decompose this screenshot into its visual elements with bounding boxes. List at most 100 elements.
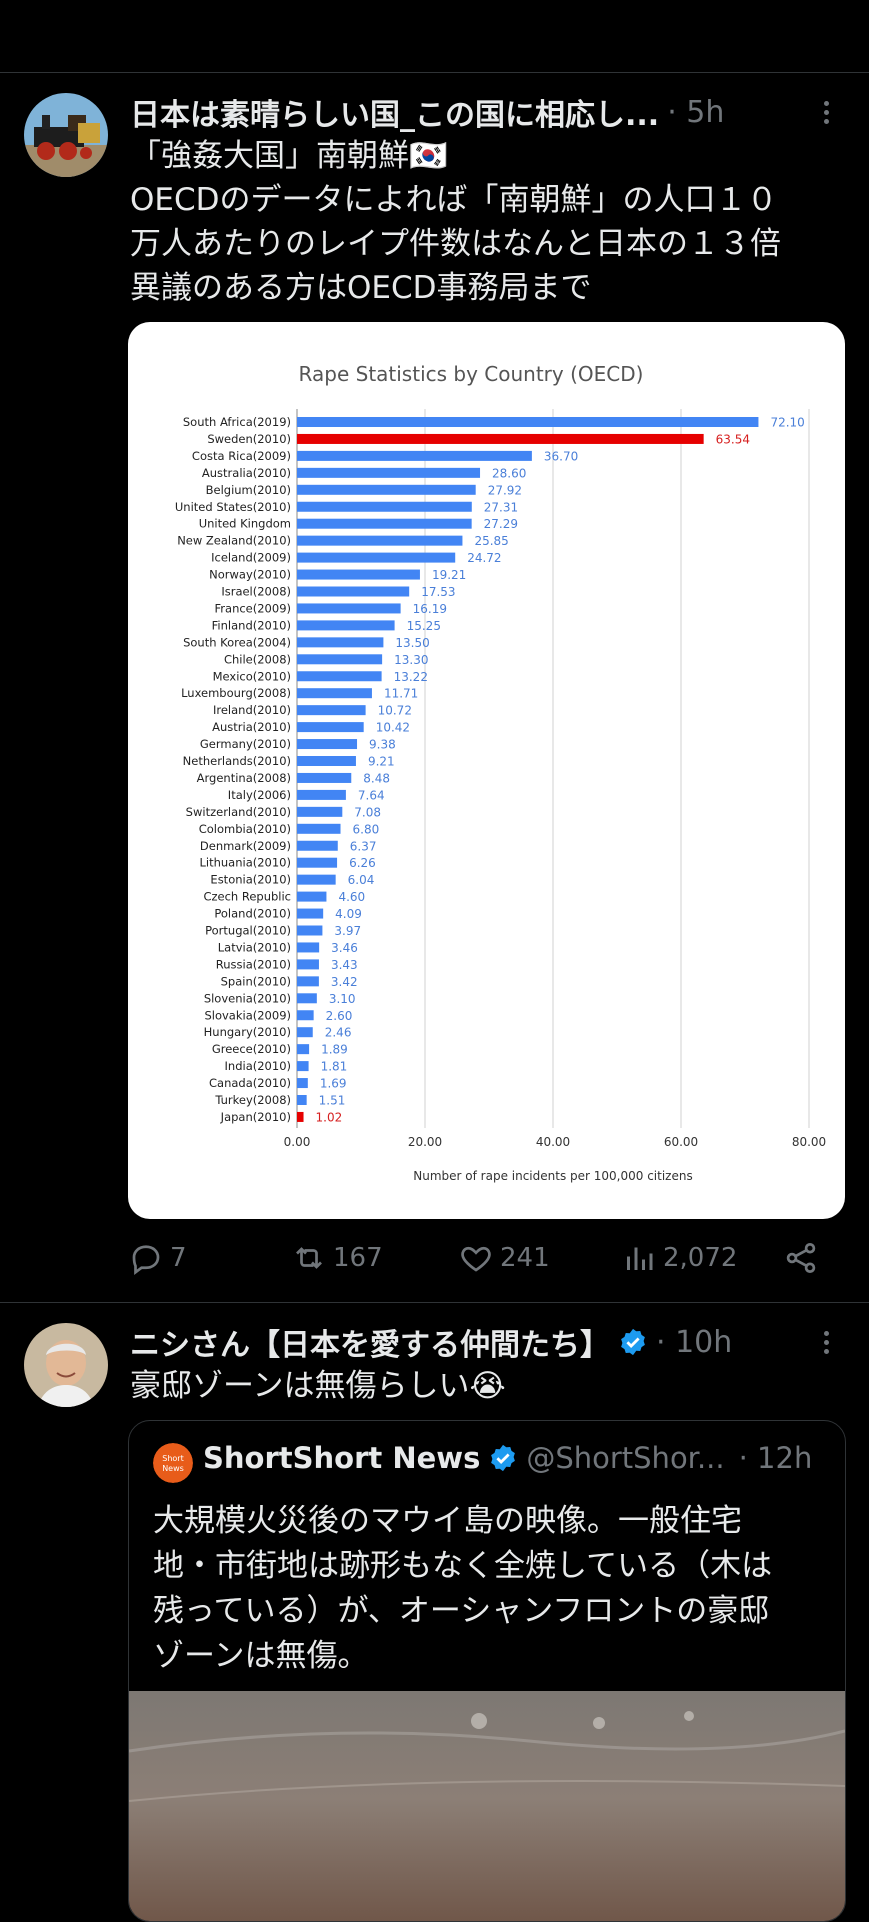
category-label: Greece(2010): [212, 1042, 291, 1056]
value-label: 1.51: [319, 1094, 346, 1108]
avatar[interactable]: [24, 1323, 108, 1407]
category-label: Austria(2010): [212, 720, 291, 734]
tweet-text-line: 「強姦大国」南朝鮮🇰🇷: [130, 138, 448, 174]
tweet-header: ニシさん【日本を愛する仲間たち】 · 10h: [130, 1320, 732, 1364]
tweet-text-line: 異議のある方はOECD事務局まで: [130, 270, 592, 306]
bar: [297, 840, 338, 851]
category-label: Czech Republic: [203, 890, 291, 904]
bar: [297, 942, 320, 953]
bar: [297, 789, 346, 800]
category-label: Turkey(2008): [214, 1093, 291, 1107]
x-tick-label: 0.00: [284, 1135, 311, 1149]
quote-text-line: ゾーンは無傷。: [153, 1638, 369, 1674]
category-label: Germany(2010): [200, 737, 291, 751]
quoted-tweet[interactable]: Short News ShortShort News @ShortShor...…: [128, 1420, 846, 1922]
bar: [297, 772, 352, 783]
value-label: 13.22: [394, 670, 428, 684]
quote-timestamp[interactable]: · 12h: [738, 1441, 813, 1475]
value-label: 27.31: [484, 500, 518, 514]
category-label: Italy(2006): [228, 788, 291, 802]
timestamp[interactable]: · 5h: [667, 94, 725, 130]
category-label: Denmark(2009): [200, 839, 291, 853]
more-icon[interactable]: [818, 1328, 834, 1358]
reply-button[interactable]: 7: [128, 1240, 187, 1276]
category-label: New Zealand(2010): [177, 534, 291, 548]
value-label: 1.89: [321, 1043, 348, 1057]
value-label: 3.10: [329, 992, 356, 1006]
bar: [297, 705, 366, 716]
views-button[interactable]: 2,072: [621, 1240, 737, 1276]
display-name[interactable]: ニシさん【日本を愛する仲間たち】: [130, 1328, 610, 1363]
value-label: 13.30: [394, 653, 428, 667]
bar: [297, 874, 336, 885]
value-label: 7.08: [354, 805, 381, 819]
value-label: 1.02: [316, 1110, 343, 1124]
quote-header: ShortShort News @ShortShor... · 12h: [203, 1441, 812, 1475]
view-count: 2,072: [663, 1243, 738, 1273]
value-label: 13.50: [395, 636, 429, 650]
chart-title: Rape Statistics by Country (OECD): [299, 362, 644, 386]
bar: [297, 518, 472, 529]
value-label: 25.85: [474, 534, 508, 548]
svg-text:News: News: [162, 1464, 184, 1473]
bar: [297, 806, 343, 817]
like-button[interactable]: 241: [458, 1240, 550, 1276]
x-tick-label: 60.00: [664, 1135, 698, 1149]
more-icon[interactable]: [818, 98, 834, 128]
avatar[interactable]: [24, 93, 108, 177]
bar: [297, 959, 319, 970]
svg-text:Short: Short: [162, 1454, 183, 1463]
value-label: 4.60: [338, 890, 365, 904]
category-label: Canada(2010): [209, 1076, 291, 1090]
category-label: Chile(2008): [224, 652, 291, 666]
chart-image[interactable]: Rape Statistics by Country (OECD) South …: [128, 322, 845, 1219]
bar: [297, 586, 410, 597]
value-label: 10.72: [378, 704, 412, 718]
value-label: 1.69: [320, 1077, 347, 1091]
value-label: 3.43: [331, 958, 358, 972]
bar: [297, 417, 759, 427]
display-name[interactable]: 日本は素晴らしい国_この国に相応し...: [130, 98, 660, 133]
bar: [297, 433, 704, 444]
value-label: 2.60: [326, 1009, 353, 1023]
tweet-text-line: 万人あたりのレイプ件数はなんと日本の１３倍: [130, 226, 781, 262]
timestamp[interactable]: · 10h: [656, 1324, 733, 1360]
like-count: 241: [500, 1243, 550, 1273]
quote-display-name[interactable]: ShortShort News: [203, 1441, 481, 1475]
value-label: 8.48: [363, 771, 390, 785]
x-tick-label: 40.00: [536, 1135, 570, 1149]
verified-badge-icon: [621, 1328, 645, 1356]
category-label: Mexico(2010): [213, 669, 291, 683]
bar-chart: Rape Statistics by Country (OECD) South …: [175, 362, 826, 1183]
bar: [297, 501, 472, 512]
value-label: 27.29: [484, 517, 518, 531]
bar: [297, 450, 532, 461]
bar: [297, 1061, 309, 1072]
value-label: 27.92: [488, 483, 522, 497]
value-label: 63.54: [716, 432, 750, 446]
retweet-icon: [296, 1247, 322, 1269]
heart-icon: [461, 1246, 491, 1272]
category-label: Poland(2010): [214, 907, 291, 921]
category-label: Iceland(2009): [211, 551, 291, 565]
category-label: Argentina(2008): [197, 771, 291, 785]
quote-handle[interactable]: @ShortShor...: [526, 1441, 725, 1475]
reply-icon: [132, 1245, 160, 1275]
share-button[interactable]: [783, 1240, 825, 1276]
category-label: Belgium(2010): [206, 483, 291, 497]
value-label: 9.21: [368, 755, 395, 769]
quote-text-line: 残っている）が、オーシャンフロントの豪邸: [153, 1593, 770, 1629]
category-label: Lithuania(2010): [199, 856, 291, 870]
category-label: Slovenia(2010): [204, 991, 291, 1005]
category-label: Portugal(2010): [205, 924, 291, 938]
quote-avatar[interactable]: Short News: [153, 1443, 193, 1483]
bar: [297, 756, 356, 766]
bar: [297, 671, 382, 682]
quote-media-image[interactable]: [129, 1691, 845, 1921]
value-label: 36.70: [544, 449, 578, 463]
value-label: 4.09: [335, 907, 362, 921]
value-label: 2.46: [325, 1026, 352, 1040]
retweet-button[interactable]: 167: [291, 1240, 383, 1276]
tweet-text-line: OECDのデータによれば「南朝鮮」の人口１０: [130, 182, 778, 218]
views-icon: [627, 1247, 653, 1270]
